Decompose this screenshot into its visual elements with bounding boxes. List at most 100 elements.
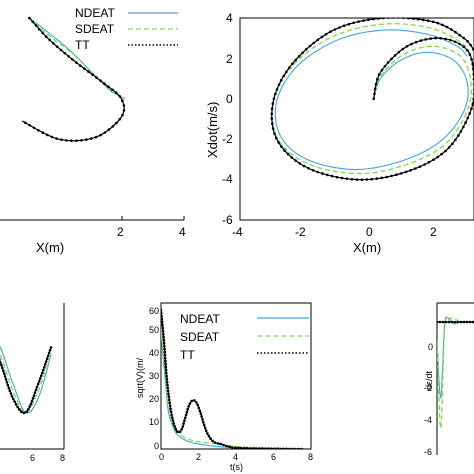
top-right-tt-point: [330, 174, 334, 178]
top-right-tt-point: [390, 57, 393, 61]
bottom-middle-tt-point: [167, 392, 170, 396]
bottom-middle-tt-point: [297, 447, 300, 449]
top-right-tt-point: [399, 172, 403, 175]
bottom-middle-tt-point: [258, 447, 261, 449]
top-right-tt-point: [375, 177, 379, 180]
bottom-middle-sdeat-line: [161, 327, 304, 449]
bottom-middle-tt-point: [185, 410, 189, 414]
top-right-y-tick-label-neg4: -4: [222, 172, 233, 186]
bottom-left-tt-point: [25, 410, 28, 414]
bottom-middle-tt-point: [178, 430, 182, 434]
bottom-middle-tt-point: [161, 329, 165, 333]
bottom-right-tt-point: [447, 320, 451, 324]
top-left-tt-point: [85, 138, 88, 141]
top-right-tt-point: [385, 175, 389, 179]
top-right-tt-point: [462, 36, 466, 40]
top-right-tt-point: [274, 136, 278, 140]
bottom-middle-y-axis-label: sqrt(V)(m/: [135, 358, 145, 398]
top-right-tt-point: [294, 159, 297, 162]
bottom-middle-tt-point: [198, 409, 202, 413]
bottom-left-tt-point: [9, 392, 13, 395]
top-left-tt-point: [107, 85, 110, 88]
top-right-tt-point: [457, 134, 460, 137]
top-right-tt-point: [270, 112, 274, 115]
top-right-tt-point: [401, 47, 405, 51]
top-right-tt-point: [383, 65, 387, 68]
bottom-right-y-tick-label-neg2: -2: [424, 383, 432, 393]
bottom-middle-tt-point: [166, 383, 169, 387]
top-left-tt-point: [79, 64, 82, 67]
top-right-y-tick-label-4: 4: [226, 11, 233, 25]
top-right-tt-point: [333, 28, 337, 31]
top-left-tt-point: [37, 129, 40, 132]
top-right-x-axis-label: X(m): [353, 240, 381, 255]
top-left-tt-point: [121, 99, 124, 102]
top-right-tt-point: [345, 177, 349, 180]
bottom-middle-x-tick-label-4: 4: [233, 452, 238, 462]
bottom-left-tt-point: [48, 348, 52, 352]
top-right-tt-point: [436, 155, 439, 159]
top-right-tt-point: [274, 92, 277, 96]
bottom-left-tt-point: [27, 408, 30, 411]
bottom-middle-tt-point: [213, 441, 217, 444]
bottom-left-tt-point: [49, 346, 53, 349]
bottom-left-tt-point: [20, 410, 23, 413]
bottom-left-tt-point: [2, 369, 5, 373]
top-right-tt-point: [321, 172, 324, 175]
bottom-middle-tt-point: [161, 312, 163, 315]
bottom-left-tt-point: [35, 385, 39, 389]
bottom-middle-tt-point: [162, 341, 166, 345]
bottom-middle-tt-point: [291, 447, 294, 449]
top-right-tt-point: [466, 49, 469, 52]
bottom-middle-tt-point: [164, 368, 168, 372]
top-right-x-tick-label-2: 2: [430, 225, 437, 239]
bottom-middle-tt-point: [162, 338, 166, 342]
top-right-tt-point: [372, 97, 376, 101]
bottom-middle-tt-point: [174, 427, 178, 431]
top-right-tt-point: [270, 117, 274, 120]
bottom-middle-y-tick-label-60: 60: [149, 306, 159, 316]
bottom-left-tt-point: [10, 395, 14, 398]
top-left-tt-line: [21, 17, 125, 142]
top-right-tt-point: [352, 21, 356, 25]
bottom-middle-tt-point: [166, 386, 170, 390]
top-left-tt-point: [103, 82, 106, 85]
top-right-tt-point: [380, 176, 384, 180]
bottom-middle-tt-point: [169, 410, 173, 414]
top-right-tt-point: [355, 178, 359, 181]
bottom-middle-x-tick-label-8: 8: [308, 452, 313, 462]
bottom-left-tt-point: [42, 368, 45, 372]
bottom-middle-tt-point: [237, 446, 240, 449]
top-left-tt-point: [118, 95, 122, 98]
bottom-right-tt-point: [456, 320, 460, 324]
bottom-middle-tt-point: [200, 415, 203, 418]
top-left-x-tick-label-4: 4: [179, 225, 186, 239]
bottom-left-tt-point: [12, 397, 15, 401]
top-left-tt-point: [28, 124, 32, 127]
top-left-tt-point: [38, 28, 41, 31]
top-right-tt-point: [418, 165, 422, 168]
bottom-middle-tt-point: [163, 356, 167, 360]
bottom-right-sdeat-line: [437, 317, 474, 430]
top-right-tt-point: [285, 70, 288, 74]
top-right-tt-point: [453, 40, 457, 44]
top-right-tt-point: [471, 102, 474, 106]
bottom-right-tt-point: [444, 320, 448, 324]
panel-bottom-left: 6 8: [0, 303, 65, 463]
bottom-middle-y-tick-label-0: 0: [154, 441, 159, 451]
bottom-middle-y-ticks: 60 50 40 30 20 10 0: [149, 306, 159, 451]
top-left-tt-point: [31, 20, 34, 24]
top-left-tt-point: [111, 125, 115, 128]
bottom-middle-tt-point: [255, 447, 258, 449]
top-right-tt-point: [286, 152, 290, 156]
bottom-middle-x-ticks: 0 2 4 6 8: [159, 452, 313, 462]
top-right-tt-point: [283, 149, 286, 152]
top-right-tt-point: [382, 18, 385, 20]
top-right-tt-point: [290, 156, 294, 159]
top-left-tt-point: [44, 35, 48, 38]
bottom-middle-tt-point: [270, 447, 273, 449]
top-right-tt-point: [434, 36, 437, 40]
bottom-right-series-group: [437, 316, 474, 430]
top-left-tt-point: [99, 79, 102, 82]
top-right-tt-point: [450, 28, 453, 31]
